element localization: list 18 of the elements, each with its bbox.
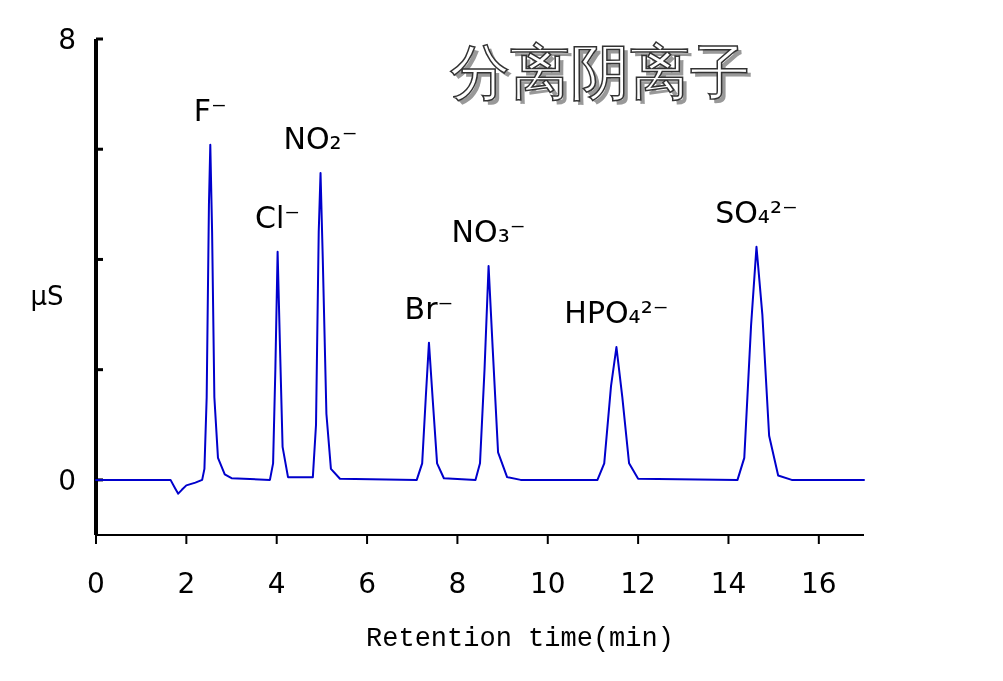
- annotation: SO₄²⁻: [715, 194, 798, 230]
- x-tick-label: 12: [620, 567, 656, 600]
- annotation: HPO₄²⁻: [564, 295, 669, 331]
- annotation: Br⁻: [404, 290, 454, 326]
- annotation: Cl⁻: [255, 199, 301, 235]
- x-tick-label: 14: [710, 567, 747, 600]
- x-tick-label: 2: [177, 567, 196, 600]
- x-tick-label: 10: [529, 567, 566, 600]
- x-tick-label: 16: [801, 567, 837, 600]
- x-tick-label: 6: [358, 567, 376, 600]
- y-axis-title: μS: [30, 281, 64, 311]
- x-tick-label: 4: [267, 567, 286, 600]
- x-axis-title: Retention time(min): [366, 624, 674, 654]
- annotation: NO₂⁻: [283, 120, 358, 156]
- x-tick-label: 0: [87, 567, 105, 600]
- x-tick-label: 8: [448, 567, 467, 600]
- annotation: NO₃⁻: [451, 214, 526, 250]
- annotation: F⁻: [193, 92, 227, 128]
